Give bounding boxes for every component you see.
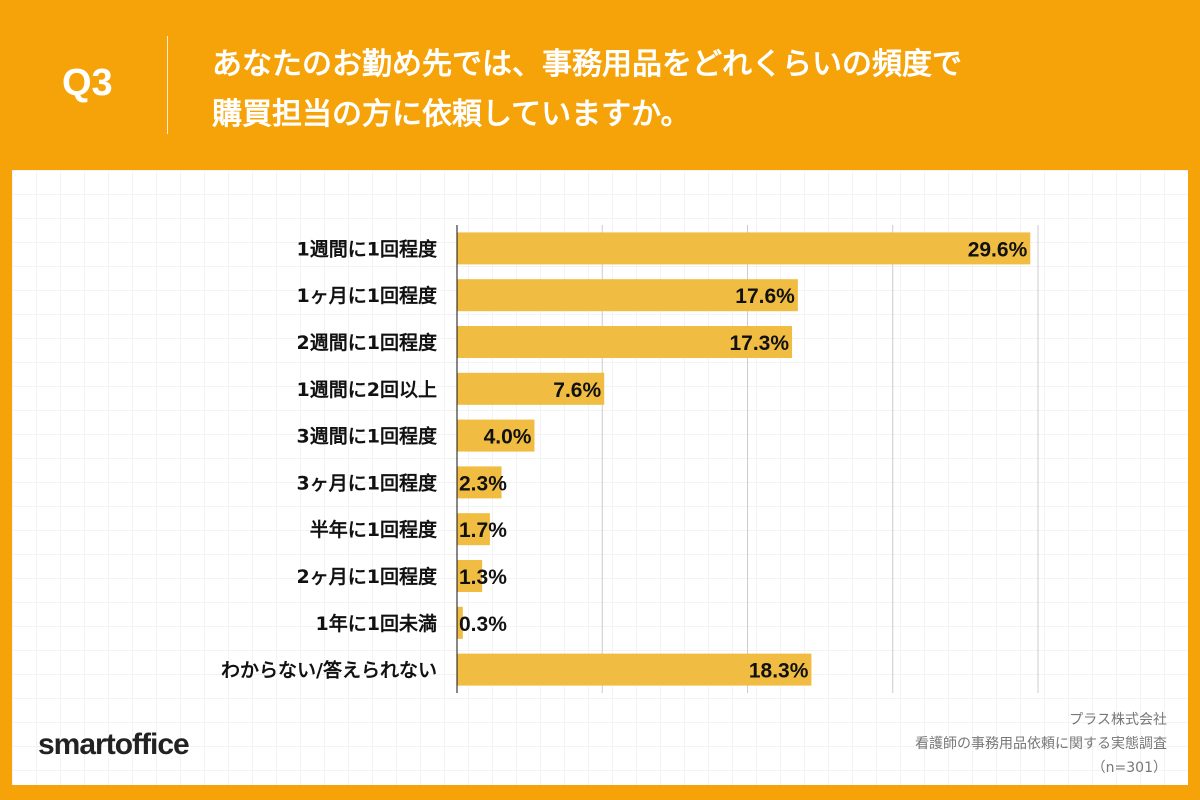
title-line-1: あなたのお勤め先では、事務用品をどれくらいの頻度で bbox=[212, 47, 962, 82]
value-label: 17.6% bbox=[735, 285, 795, 308]
header-divider bbox=[167, 36, 168, 134]
category-label: 3ヶ月に1回程度 bbox=[297, 471, 438, 494]
bar bbox=[457, 653, 812, 686]
category-label: わからない/答えられない bbox=[221, 659, 437, 682]
value-label: 2.3% bbox=[459, 472, 507, 495]
bar bbox=[457, 606, 463, 639]
source-company: プラス株式会社 bbox=[1069, 712, 1167, 728]
category-label: 3週間に1回程度 bbox=[297, 425, 438, 448]
bar bbox=[457, 326, 793, 358]
bar bbox=[457, 560, 483, 592]
value-label: 1.3% bbox=[459, 566, 507, 589]
bar bbox=[457, 232, 1031, 265]
smartoffice-logo: smartoffice bbox=[38, 728, 190, 761]
category-label: 1週間に1回程度 bbox=[297, 237, 438, 260]
bar bbox=[457, 419, 535, 452]
category-label: 1週間に2回以上 bbox=[297, 379, 437, 401]
bar bbox=[457, 466, 502, 499]
value-label: 7.6% bbox=[553, 379, 601, 402]
bar bbox=[457, 279, 798, 312]
category-label: 1年に1回未満 bbox=[316, 612, 437, 635]
value-label: 0.3% bbox=[459, 613, 507, 636]
value-label: 29.6% bbox=[968, 238, 1028, 261]
bar bbox=[457, 372, 605, 405]
title-line-2: 購買担当の方に依頼していますか。 bbox=[212, 97, 691, 132]
question-title: あなたのお勤め先では、事務用品をどれくらいの頻度で 購買担当の方に依頼しています… bbox=[212, 40, 962, 140]
category-label: 半年に1回程度 bbox=[310, 518, 438, 541]
value-label: 4.0% bbox=[484, 426, 532, 449]
source-note: プラス株式会社 看護師の事務用品依頼に関する実態調査 （n=301） bbox=[915, 708, 1167, 780]
bar bbox=[457, 513, 490, 546]
sample-size: （n=301） bbox=[1091, 760, 1167, 776]
question-number: Q3 bbox=[62, 62, 113, 104]
source-survey: 看護師の事務用品依頼に関する実態調査 bbox=[915, 736, 1167, 752]
value-label: 1.7% bbox=[459, 519, 507, 542]
value-label: 17.3% bbox=[729, 332, 789, 355]
category-label: 2週間に1回程度 bbox=[297, 331, 438, 354]
category-label: 2ヶ月に1回程度 bbox=[297, 565, 438, 588]
category-label: 1ヶ月に1回程度 bbox=[297, 284, 438, 307]
value-label: 18.3% bbox=[749, 660, 809, 683]
